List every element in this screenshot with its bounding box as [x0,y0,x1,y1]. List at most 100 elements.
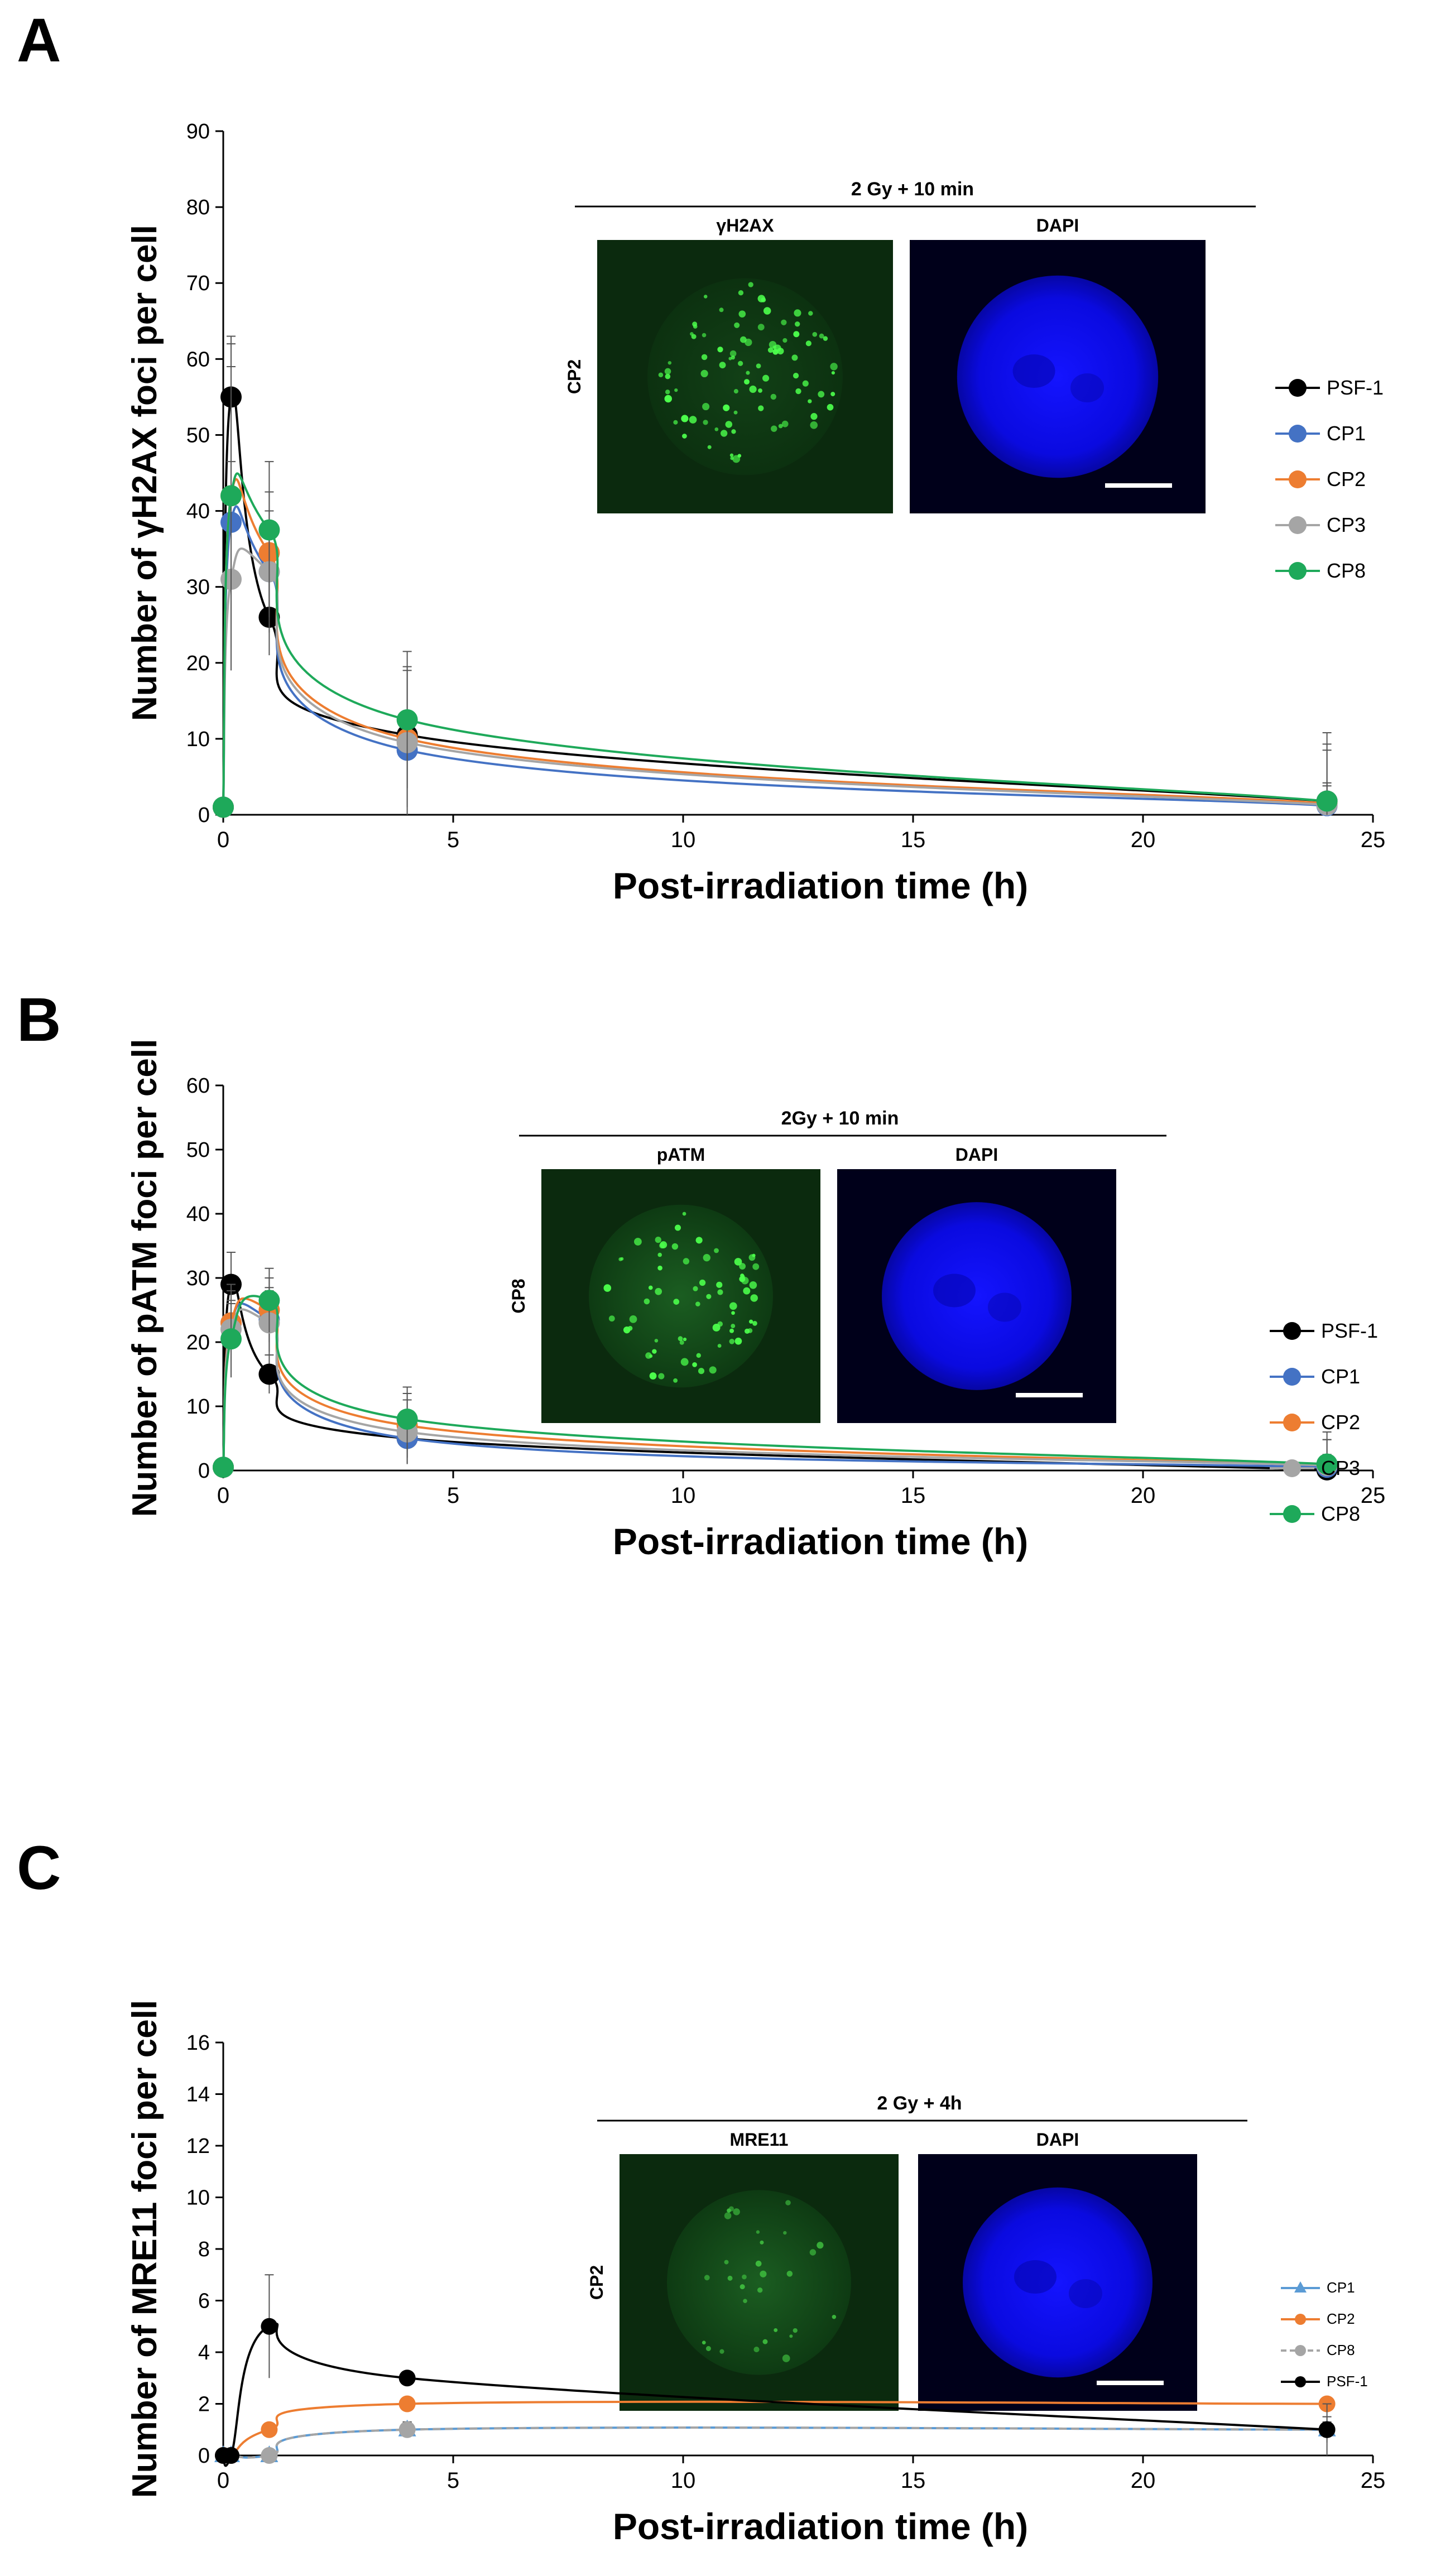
focus-dot [739,1263,746,1270]
legend-label: CP1 [1327,2279,1355,2296]
nucleus-green [647,278,843,475]
y-tick-label: 40 [186,500,210,523]
focus-dot [629,1315,637,1323]
focus-dot [741,1276,749,1285]
focus-dot [748,1319,753,1324]
inset-micrograph: 2Gy + 10 min pATM DAPI CP8 [508,1108,1166,1423]
y-tick-label: 2 [198,2393,210,2416]
y-tick-label: 10 [186,2186,210,2210]
legend-marker [1295,2345,1306,2356]
focus-dot [761,297,766,302]
x-tick-label: 15 [901,2468,926,2493]
focus-dot [729,1328,734,1333]
legend-label: PSF-1 [1327,2373,1368,2390]
focus-dot [702,333,707,338]
focus-dot [756,363,761,369]
legend-label: CP3 [1327,513,1366,536]
focus-dot [659,1243,665,1249]
focus-dot [767,347,774,353]
inset-condition-label: 2 Gy + 10 min [851,179,974,200]
focus-dot [623,1326,631,1334]
y-tick-label: 30 [186,576,210,599]
focus-dot [695,1301,700,1306]
focus-dot [719,362,726,369]
legend-marker [1283,1368,1301,1386]
focus-dot [714,427,719,431]
focus-dot [733,2208,740,2215]
inset-channel-label: γH2AX [716,215,774,236]
focus-dot [746,371,750,375]
data-point [261,2447,278,2464]
focus-dot [763,307,771,315]
y-tick-label: 12 [186,2135,210,2158]
focus-dot [682,1212,686,1216]
focus-dot [723,404,730,411]
focus-dot [693,1286,698,1291]
focus-dot [762,2339,768,2344]
focus-dot [783,2231,787,2235]
series-line [223,2426,1327,2459]
panel-label: B [17,986,61,1054]
focus-dot [742,2274,747,2280]
y-tick-label: 0 [198,804,210,827]
series-line [222,2400,1327,2459]
nucleolus-shadow [1069,2279,1102,2308]
focus-dot [731,355,735,360]
focus-dot [808,399,812,403]
focus-dot [734,1258,742,1266]
legend-label: CP2 [1327,2310,1355,2327]
focus-dot [809,2249,817,2256]
focus-dot [716,1281,723,1288]
x-axis-label: Post-irradiation time (h) [613,865,1028,906]
legend-marker [1283,1414,1301,1431]
nucleus-blue [963,2187,1153,2378]
focus-dot [717,1344,722,1348]
focus-dot [689,416,697,424]
focus-dot [778,424,783,429]
focus-dot [733,410,738,415]
legend-label: PSF-1 [1321,1319,1378,1342]
focus-dot [739,2284,745,2290]
inset-channel-label: DAPI [955,1145,998,1165]
focus-dot [762,374,770,382]
legend-label: CP1 [1327,422,1366,445]
focus-dot [805,340,811,347]
y-axis-label: Number of MRE11 foci per cell [126,2000,164,2498]
data-point [398,2421,416,2438]
focus-dot [644,1298,650,1305]
focus-dot [692,1362,697,1367]
y-tick-label: 60 [186,348,210,371]
focus-dot [729,1302,737,1310]
focus-dot [781,319,787,325]
legend: PSF-1 CP1 CP2 CP3 CP8 [1275,376,1384,582]
focus-dot [673,1299,680,1305]
legend-label: CP2 [1327,468,1366,491]
focus-dot [772,345,776,349]
legend-label: CP8 [1321,1502,1360,1525]
focus-dot [832,2314,837,2319]
x-tick-label: 20 [1131,1483,1156,1508]
chart-panel-c: C 0 2 4 6 8 10 12 14 16 0 5 10 15 20 25 Post-irradiation… [17,1834,1385,2547]
x-tick-label: 0 [217,2468,229,2493]
focus-dot [702,402,710,411]
focus-dot [658,1373,665,1380]
focus-dot [757,2287,763,2293]
focus-dot [664,368,671,375]
focus-dot [782,2354,790,2362]
legend-marker [1283,1459,1301,1477]
focus-dot [749,385,757,393]
data-point [1316,790,1338,812]
inset-channel-label: DAPI [1036,2130,1079,2150]
focus-dot [665,390,670,395]
x-tick-label: 0 [217,828,229,852]
nucleolus-shadow [988,1292,1021,1322]
inset-channel-label: pATM [657,1145,705,1165]
focus-dot [681,415,689,422]
focus-dot [703,420,708,425]
legend-marker [1283,1505,1301,1523]
y-tick-label: 14 [186,2083,210,2107]
data-point [220,485,242,507]
x-tick-label: 20 [1131,828,1156,852]
focus-dot [830,392,835,397]
